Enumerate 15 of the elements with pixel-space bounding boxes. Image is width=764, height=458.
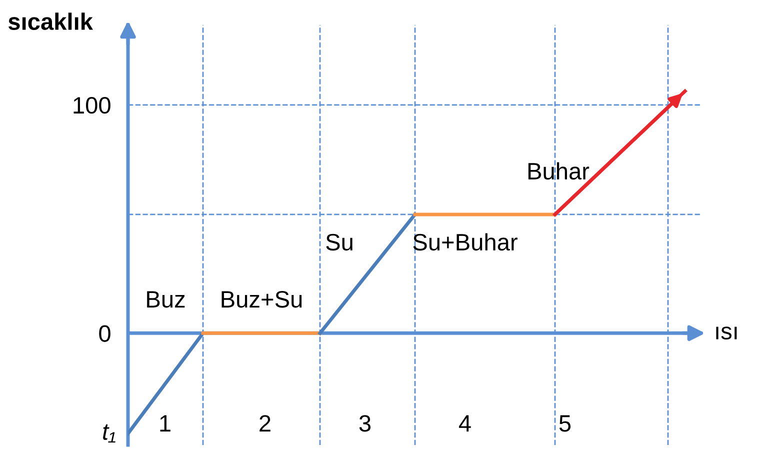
- x-tick-label: 5: [559, 415, 571, 432]
- x-tick-label: 3: [359, 415, 371, 432]
- annotation: Buhar: [528, 162, 590, 180]
- x-tick-label: 1: [160, 415, 170, 432]
- x-axis-title: ısı: [716, 326, 737, 340]
- annotation: Su: [326, 234, 352, 251]
- text: t₁: [103, 424, 116, 443]
- annotation: Buz+Su: [222, 290, 302, 308]
- x-tick-label: 2: [260, 415, 270, 432]
- annotation: Buz: [147, 291, 185, 308]
- x-tick-label: 4: [458, 415, 471, 432]
- y-tick-label: 100: [74, 96, 110, 114]
- y-tick-label: 0: [99, 325, 110, 342]
- y-axis-title: sıcaklık: [8, 12, 93, 30]
- annotation: Su+Buhar: [413, 233, 518, 251]
